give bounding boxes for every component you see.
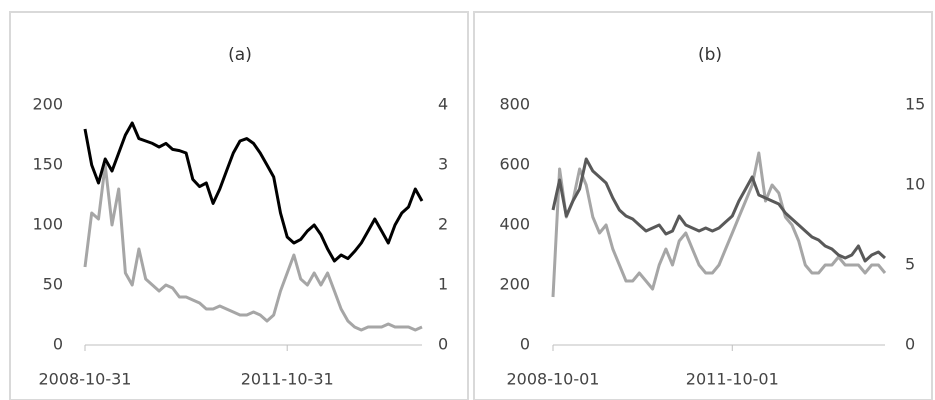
series-line <box>83 163 423 332</box>
y2-tick-label: 3 <box>438 155 448 174</box>
y2-tick-label: 0 <box>905 335 915 354</box>
y-tick-label: 0 <box>53 335 63 354</box>
y2-tick-label: 4 <box>438 95 448 114</box>
y2-tick-label: 10 <box>905 175 925 194</box>
x-tick-label: 2011-10-01 <box>686 370 779 389</box>
x-tick-label: 2008-10-31 <box>39 370 132 389</box>
series-line <box>83 121 424 263</box>
y-tick-label: 800 <box>499 95 530 114</box>
y-tick-label: 400 <box>499 215 530 234</box>
series-line <box>551 151 887 298</box>
y-tick-label: 100 <box>32 215 63 234</box>
y-tick-label: 50 <box>43 275 63 294</box>
chart-title: (a) <box>228 45 252 65</box>
y-tick-label: 0 <box>520 335 530 354</box>
y2-tick-label: 1 <box>438 275 448 294</box>
x-tick-label: 2011-10-31 <box>241 370 334 389</box>
y-tick-label: 200 <box>32 95 63 114</box>
y2-tick-label: 5 <box>905 255 915 274</box>
series-line <box>551 157 887 263</box>
chart-title: (b) <box>698 45 722 65</box>
x-tick-label: 2008-10-01 <box>507 370 600 389</box>
y2-tick-label: 0 <box>438 335 448 354</box>
y-tick-label: 600 <box>499 155 530 174</box>
y-tick-label: 200 <box>499 275 530 294</box>
panel-frame <box>473 11 933 400</box>
y2-tick-label: 15 <box>905 95 925 114</box>
y2-tick-label: 2 <box>438 215 448 234</box>
panel-frame <box>9 11 469 400</box>
y-tick-label: 150 <box>32 155 63 174</box>
